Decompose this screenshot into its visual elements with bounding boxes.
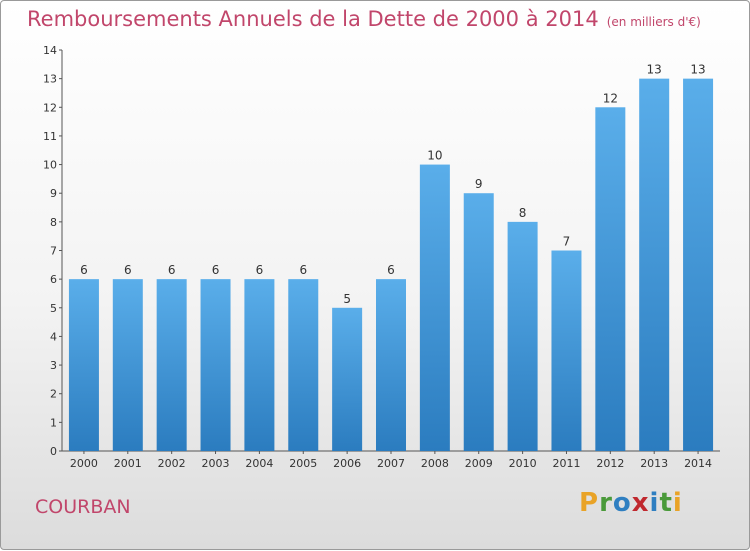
y-tick-label: 7	[50, 245, 57, 258]
bar	[376, 279, 406, 451]
bar-value-label: 13	[690, 63, 705, 77]
chart-unit: (en milliers d'€)	[606, 15, 701, 29]
y-tick-label: 10	[43, 159, 57, 172]
bar-value-label: 6	[256, 263, 264, 277]
bar-value-label: 8	[519, 206, 527, 220]
y-tick-label: 11	[43, 130, 57, 143]
bar-value-label: 6	[387, 263, 395, 277]
bar-value-label: 9	[475, 177, 483, 191]
x-tick-label: 2003	[202, 457, 230, 470]
bar-value-label: 5	[343, 292, 351, 306]
bar-value-label: 7	[563, 235, 571, 249]
x-tick-label: 2000	[70, 457, 98, 470]
bar-value-label: 6	[212, 263, 220, 277]
logo-letter: t	[659, 488, 673, 518]
x-tick-label: 2002	[158, 457, 186, 470]
y-tick-label: 1	[50, 416, 57, 429]
y-tick-label: 14	[43, 44, 57, 57]
y-tick-label: 6	[50, 273, 57, 286]
proxiti-logo: Proxiti	[579, 488, 683, 518]
x-tick-label: 2008	[421, 457, 449, 470]
bar	[595, 107, 626, 452]
chart-title: Remboursements Annuels de la Dette de 20…	[27, 7, 701, 31]
y-tick-label: 4	[50, 330, 57, 343]
y-tick-label: 12	[43, 101, 57, 114]
x-tick-label: 2012	[596, 457, 624, 470]
bar	[463, 193, 494, 451]
x-tick-label: 2006	[333, 457, 361, 470]
x-tick-label: 2011	[552, 457, 580, 470]
bar	[639, 78, 670, 452]
y-tick-label: 8	[50, 216, 57, 229]
y-tick-label: 0	[50, 445, 57, 458]
bar	[419, 164, 450, 452]
bar	[112, 279, 143, 451]
commune-name: COURBAN	[35, 496, 131, 518]
bar	[200, 279, 231, 451]
y-tick-label: 2	[50, 388, 57, 401]
logo-letter: o	[612, 488, 632, 518]
x-tick-label: 2014	[684, 457, 712, 470]
bar	[507, 221, 538, 451]
chart-title-text: Remboursements Annuels de la Dette de 20…	[27, 7, 599, 31]
logo-letter: i	[649, 488, 660, 518]
logo-letter: x	[631, 488, 650, 518]
bar-value-label: 6	[124, 263, 132, 277]
bar	[156, 279, 187, 451]
x-tick-label: 2010	[509, 457, 537, 470]
bar-value-label: 6	[299, 263, 307, 277]
bar-value-label: 13	[647, 63, 662, 77]
y-tick-label: 13	[43, 73, 57, 86]
bar	[244, 279, 275, 451]
x-tick-label: 2004	[245, 457, 273, 470]
logo-letter: P	[579, 488, 600, 518]
bar	[68, 279, 99, 451]
logo-letter: i	[672, 488, 683, 518]
y-tick-label: 3	[50, 359, 57, 372]
y-tick-label: 5	[50, 302, 57, 315]
bar	[288, 279, 319, 451]
x-tick-label: 2009	[465, 457, 493, 470]
x-tick-label: 2007	[377, 457, 405, 470]
x-tick-label: 2013	[640, 457, 668, 470]
x-tick-label: 2001	[114, 457, 142, 470]
bar	[683, 78, 714, 452]
bar	[551, 250, 582, 451]
bar-value-label: 6	[168, 263, 176, 277]
bar-value-label: 12	[603, 91, 618, 105]
bar	[332, 307, 363, 451]
bar-value-label: 6	[80, 263, 88, 277]
y-tick-label: 9	[50, 187, 57, 200]
logo-letter: r	[599, 488, 613, 518]
bar-value-label: 10	[427, 149, 442, 163]
x-tick-label: 2005	[289, 457, 317, 470]
